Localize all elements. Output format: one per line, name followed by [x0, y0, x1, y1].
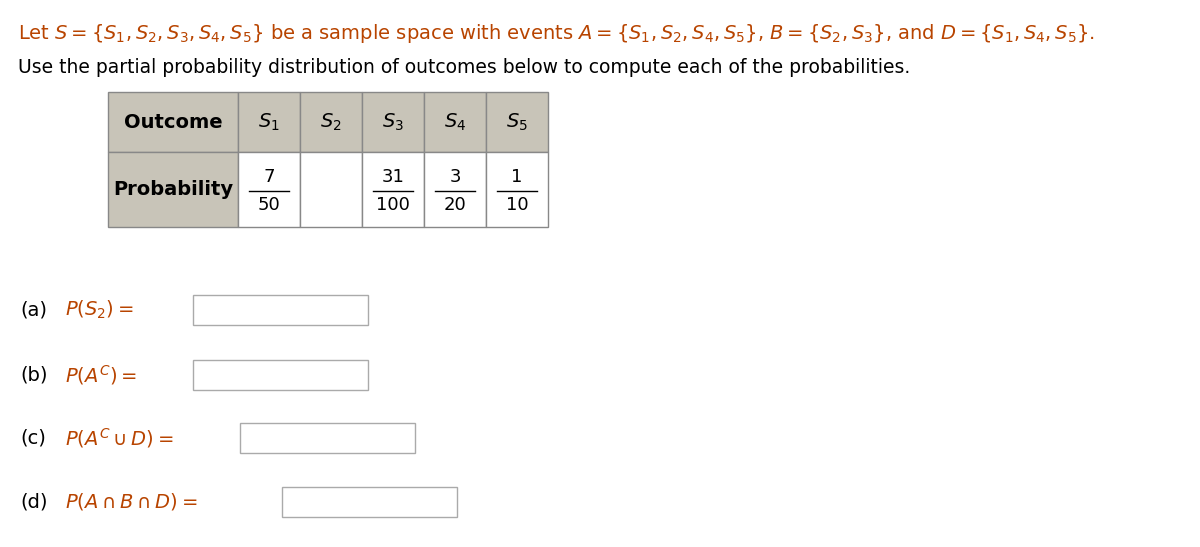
Text: (d): (d) [20, 492, 48, 511]
Bar [238, 152, 300, 227]
Bar [300, 152, 362, 227]
Text: $S_2$: $S_2$ [320, 112, 342, 133]
Text: 7: 7 [263, 168, 275, 187]
Bar [486, 92, 548, 152]
Bar [424, 92, 486, 152]
Text: Use the partial probability distribution of outcomes below to compute each of th: Use the partial probability distribution… [18, 58, 911, 77]
Text: $P(A^C) =$: $P(A^C) =$ [65, 363, 137, 387]
Bar [486, 152, 548, 227]
Bar [193, 360, 368, 390]
Text: Let $S = \{S_1, S_2, S_3, S_4, S_5\}$ be a sample space with events $A = \{S_1, : Let $S = \{S_1, S_2, S_3, S_4, S_5\}$ be… [18, 22, 1096, 45]
Text: 31: 31 [382, 168, 404, 187]
Text: $P(A \cap B \cap D) =$: $P(A \cap B \cap D) =$ [65, 492, 198, 513]
Text: Probability: Probability [113, 180, 233, 199]
Text: 3: 3 [449, 168, 461, 187]
Bar [238, 92, 300, 152]
Text: $S_1$: $S_1$ [258, 112, 280, 133]
Bar [424, 152, 486, 227]
Bar [240, 423, 415, 453]
Bar [193, 295, 368, 325]
Text: 100: 100 [376, 195, 410, 213]
Text: 10: 10 [505, 195, 528, 213]
Text: (c): (c) [20, 428, 46, 447]
Bar [108, 152, 238, 227]
Text: (a): (a) [20, 300, 47, 319]
Bar [108, 92, 238, 152]
Text: $P(S_2) =$: $P(S_2) =$ [65, 299, 133, 321]
Text: $S_3$: $S_3$ [382, 112, 404, 133]
Text: $S_5$: $S_5$ [506, 112, 528, 133]
Text: (b): (b) [20, 365, 48, 385]
Text: Outcome: Outcome [124, 113, 222, 131]
Text: 20: 20 [444, 195, 467, 213]
Text: 1: 1 [511, 168, 523, 187]
Bar [362, 152, 424, 227]
Bar [300, 92, 362, 152]
Text: $S_4$: $S_4$ [444, 112, 466, 133]
Bar [282, 487, 457, 517]
Bar [362, 92, 424, 152]
Text: 50: 50 [258, 195, 281, 213]
Text: $P(A^C \cup D) =$: $P(A^C \cup D) =$ [65, 426, 174, 450]
